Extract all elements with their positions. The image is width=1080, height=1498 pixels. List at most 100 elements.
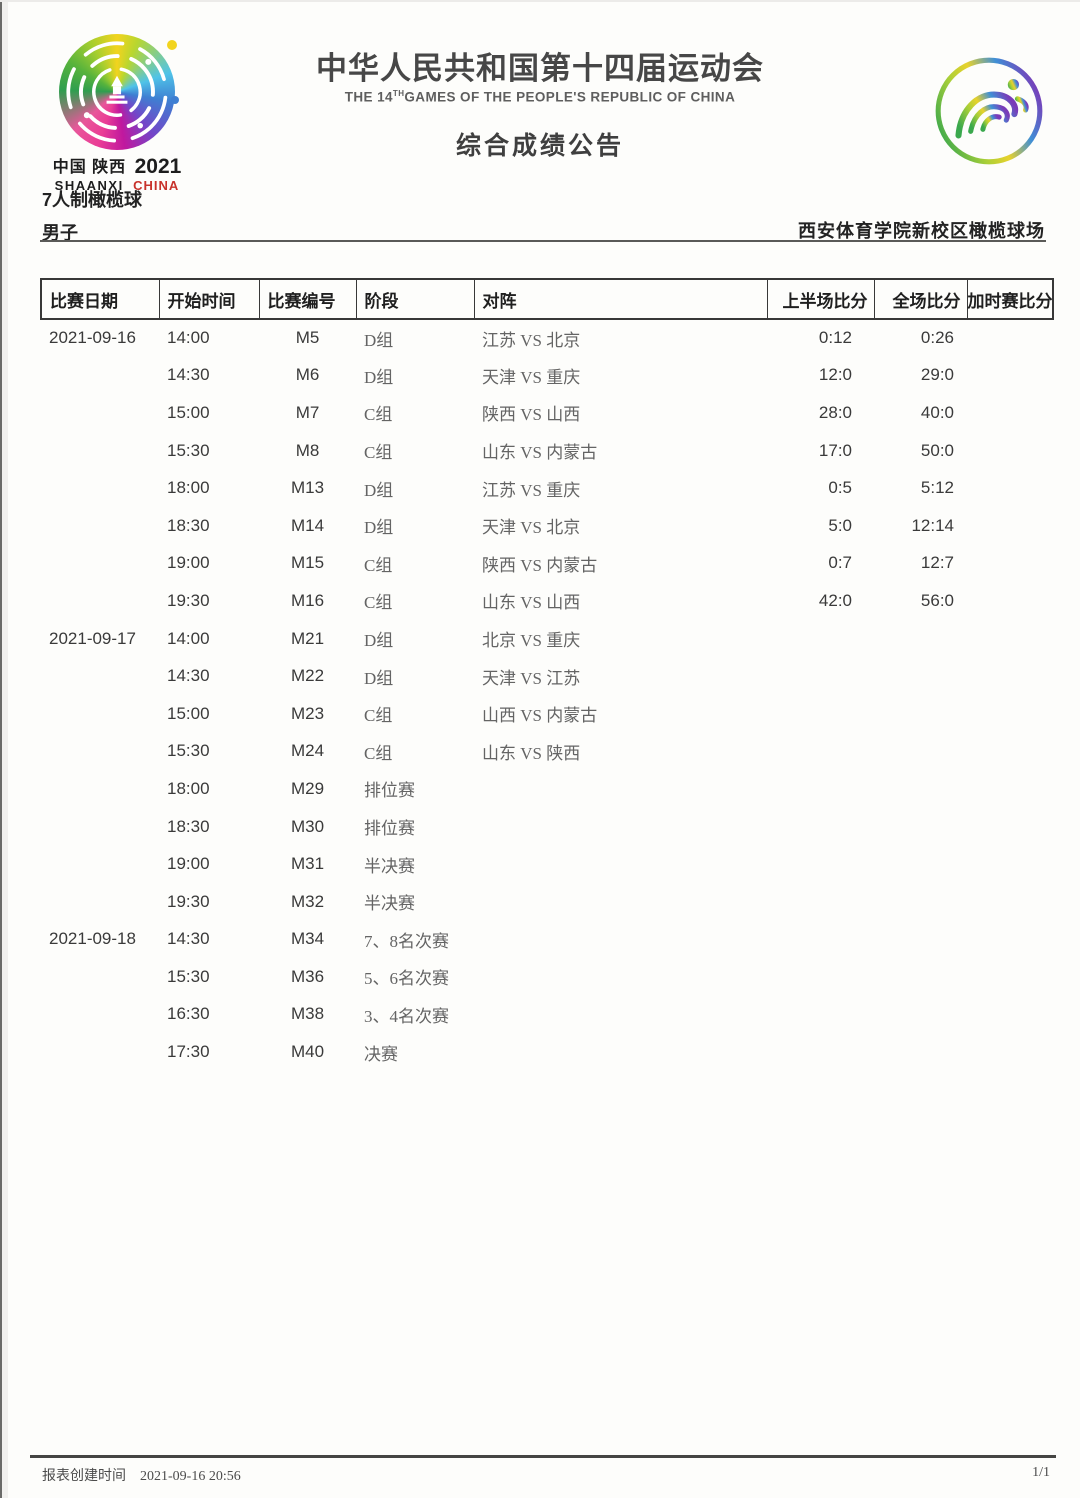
overtime-score-cell [967, 808, 1053, 846]
full-score-cell [874, 733, 967, 771]
match-number-cell: M16 [290, 590, 325, 610]
stage-cell: C组 [364, 555, 393, 575]
matchup-cell [474, 770, 767, 808]
half-score-cell [767, 695, 874, 733]
table-row: 18:30 M14 D组 天津 VS 北京 5:0 12:14 [41, 507, 1053, 545]
matchup-cell: 天津 VS 江苏 [482, 668, 581, 688]
match-number-cell: M23 [290, 703, 325, 723]
matchup-cell: 山东 VS 山西 [482, 593, 581, 613]
half-score-cell: 28:0 [818, 402, 852, 422]
emblem-caption-shaanxi: SHAANXI [54, 178, 124, 194]
half-score-cell [767, 808, 874, 846]
stage-cell: 7、8名次赛 [364, 931, 449, 951]
matchup-cell: 江苏 VS 重庆 [482, 480, 581, 500]
matchup-cell: 陕西 VS 内蒙古 [482, 555, 598, 575]
matchup-cell: 天津 VS 重庆 [482, 367, 581, 387]
stage-cell: C组 [364, 405, 393, 425]
match-number-cell: M5 [295, 328, 320, 348]
page-number: 1/1 [1032, 1465, 1050, 1480]
stage-cell: 3、4名次赛 [364, 1006, 449, 1026]
half-score-cell [767, 770, 874, 808]
start-time-cell: 14:30 [167, 365, 210, 385]
stage-cell: C组 [364, 443, 393, 463]
stage-cell: D组 [364, 668, 394, 688]
half-score-cell: 0:12 [818, 328, 852, 348]
stage-cell: C组 [364, 706, 393, 726]
emblem-accent-dot-blue [171, 96, 179, 104]
match-date-cell [41, 733, 159, 771]
games-title-en: THE 14THGAMES OF THE PEOPLE'S REPUBLIC O… [195, 89, 885, 105]
stage-cell: D组 [364, 480, 394, 500]
table-row: 15:00 M23 C组 山西 VS 内蒙古 [41, 695, 1053, 733]
full-score-cell [874, 620, 967, 658]
match-date-cell [41, 958, 159, 996]
results-table: 比赛日期 开始时间 比赛编号 阶段 对阵 上半场比分 全场比分 加时赛比分 20… [40, 278, 1054, 1071]
table-row: 2021-09-18 14:30 M34 7、8名次赛 [41, 921, 1053, 959]
full-score-cell: 12:7 [920, 553, 954, 573]
match-number-cell: M31 [290, 854, 325, 874]
overtime-score-cell [967, 545, 1053, 583]
overtime-score-cell [967, 432, 1053, 470]
matchup-cell: 山东 VS 陕西 [482, 743, 581, 763]
match-date-cell [41, 1033, 159, 1071]
report-created-label: 报表创建时间 [42, 1469, 126, 1484]
table-row: 14:30 M22 D组 天津 VS 江苏 [41, 657, 1053, 695]
table-row: 2021-09-16 14:00 M5 D组 江苏 VS 北京 0:12 0:2… [41, 319, 1053, 357]
games-emblem: 中国 陕西 2021 SHAANXI CHINA [48, 34, 186, 195]
venue-name: 西安体育学院新校区橄榄球场 [798, 221, 1045, 241]
footer-divider [30, 1455, 1056, 1458]
full-score-cell [874, 657, 967, 695]
half-score-cell [767, 733, 874, 771]
start-time-cell: 14:30 [167, 929, 210, 949]
full-score-cell [874, 921, 967, 959]
match-number-cell: M14 [290, 515, 325, 535]
start-time-cell: 14:00 [167, 628, 210, 648]
stage-cell: 半决赛 [364, 856, 415, 876]
table-row: 15:30 M36 5、6名次赛 [41, 958, 1053, 996]
half-score-cell: 0:7 [828, 553, 852, 573]
match-date-cell [41, 582, 159, 620]
overtime-score-cell [967, 319, 1053, 357]
col-header-start-time: 开始时间 [158, 278, 260, 320]
table-row: 18:00 M13 D组 江苏 VS 重庆 0:5 5:12 [41, 469, 1053, 507]
matchup-cell [474, 883, 767, 921]
table-row: 19:30 M32 半决赛 [41, 883, 1053, 921]
half-score-cell: 5:0 [828, 515, 852, 535]
stage-cell: C组 [364, 743, 393, 763]
stage-cell: C组 [364, 593, 393, 613]
start-time-cell: 19:00 [167, 553, 210, 573]
start-time-cell: 19:00 [167, 854, 210, 874]
start-time-cell: 14:30 [167, 666, 210, 686]
stage-cell: D组 [364, 367, 394, 387]
header-divider [40, 240, 1046, 242]
match-date-cell [41, 507, 159, 545]
table-header-row: 比赛日期 开始时间 比赛编号 阶段 对阵 上半场比分 全场比分 加时赛比分 [40, 278, 1054, 320]
table-row: 15:00 M7 C组 陕西 VS 山西 28:0 40:0 [41, 394, 1053, 432]
full-score-cell [874, 808, 967, 846]
match-number-cell: M24 [290, 741, 325, 761]
emblem-swirl-icon [66, 41, 168, 143]
overtime-score-cell [967, 883, 1053, 921]
half-score-cell [767, 845, 874, 883]
start-time-cell: 17:30 [167, 1042, 210, 1062]
stage-cell: D组 [364, 330, 394, 350]
overtime-score-cell [967, 921, 1053, 959]
match-date-cell [41, 770, 159, 808]
start-time-cell: 16:30 [167, 1004, 210, 1024]
half-score-cell: 0:5 [828, 478, 852, 498]
match-date-cell [41, 695, 159, 733]
match-date-cell [41, 657, 159, 695]
match-number-cell: M13 [290, 478, 325, 498]
half-score-cell [767, 996, 874, 1034]
full-score-cell [874, 1033, 967, 1071]
match-number-cell: M34 [290, 929, 325, 949]
match-date-cell: 2021-09-18 [49, 929, 136, 949]
overtime-score-cell [967, 469, 1053, 507]
overtime-score-cell [967, 657, 1053, 695]
table-row: 19:30 M16 C组 山东 VS 山西 42:0 56:0 [41, 582, 1053, 620]
match-date-cell [41, 883, 159, 921]
stage-cell: D组 [364, 631, 394, 651]
scan-edge-left [0, 0, 2, 1498]
match-number-cell: M6 [295, 365, 320, 385]
full-score-cell [874, 958, 967, 996]
